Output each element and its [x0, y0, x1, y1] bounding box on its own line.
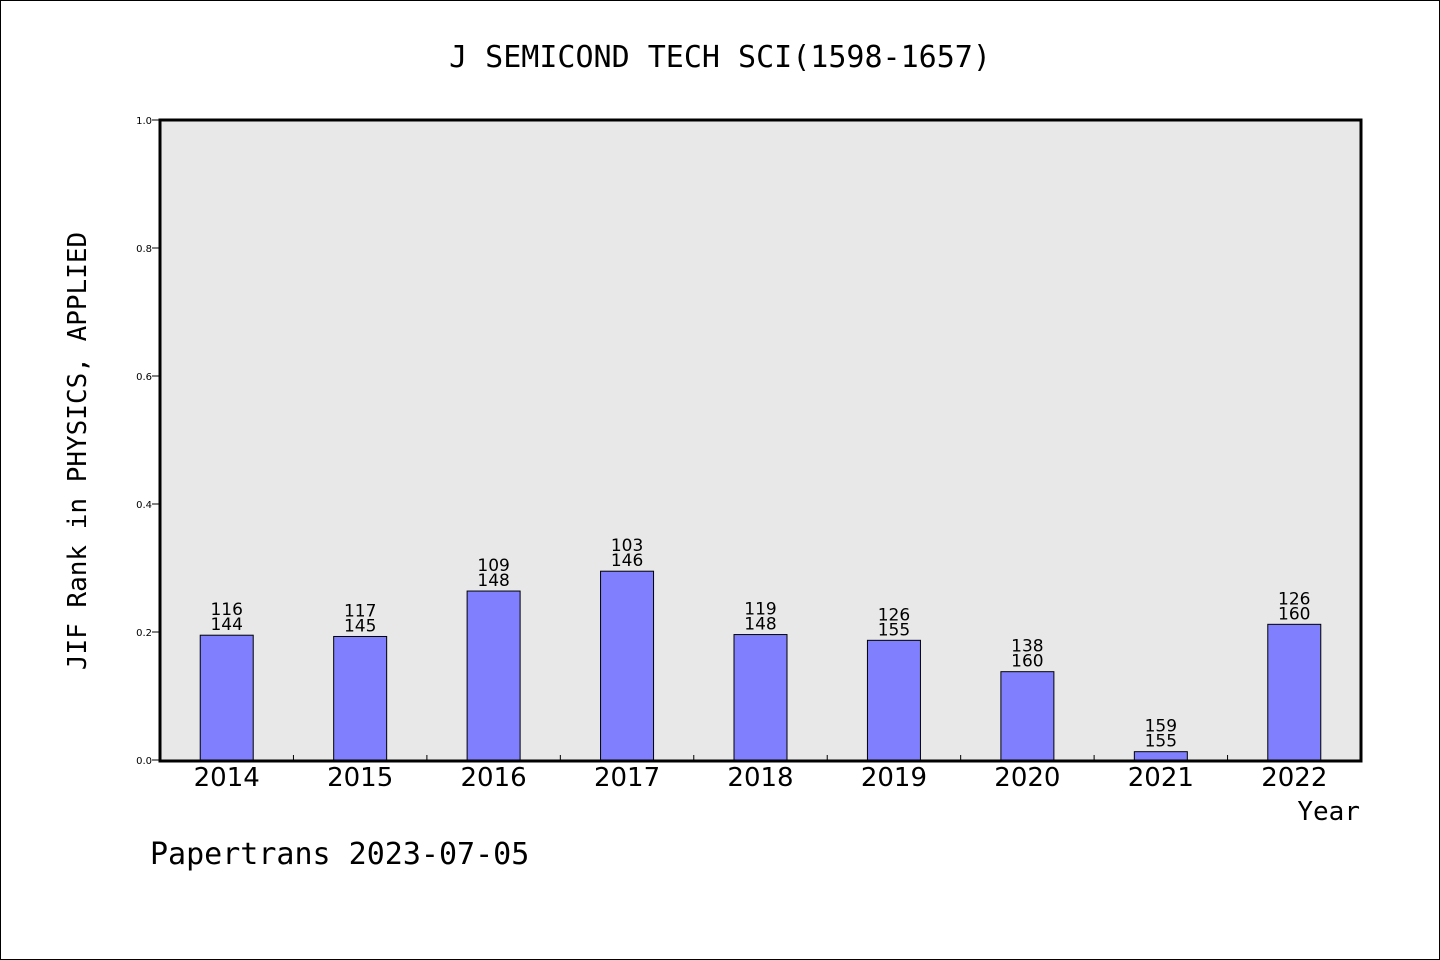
bar	[1267, 623, 1322, 761]
bar	[1000, 671, 1055, 761]
bar-total-label: 160	[1278, 604, 1310, 624]
x-tick-label: 2015	[327, 763, 393, 793]
bar	[600, 570, 655, 761]
y-tick-label: 1.0	[136, 116, 152, 127]
bar-rank-label: 119	[744, 600, 776, 620]
y-tick-label: 0.2	[136, 628, 152, 639]
bar	[1133, 751, 1188, 761]
bar-total-label: 144	[210, 615, 242, 635]
bar-rank-label: 116	[210, 600, 242, 620]
footer-text: Papertrans 2023-07-05	[150, 837, 529, 872]
y-tick-label: 0.8	[136, 244, 152, 255]
bar-total-label: 160	[1011, 652, 1043, 672]
bar-rank-label: 138	[1011, 637, 1043, 657]
bar-total-label: 145	[344, 616, 376, 636]
x-tick-label: 2019	[861, 763, 927, 793]
bar-rank-label: 126	[1278, 589, 1310, 609]
bar-rank-label: 159	[1145, 717, 1177, 737]
y-axis: 0.0 0.2 0.4 0.6 0.8 1.0	[136, 116, 160, 767]
x-tick-label: 2016	[461, 763, 527, 793]
bar-total-label: 148	[477, 571, 509, 591]
bar	[866, 639, 921, 761]
x-axis-label: Year	[1297, 797, 1360, 827]
x-tick-label: 2017	[594, 763, 660, 793]
x-tick-label: 2014	[194, 763, 260, 793]
y-tick-label: 0.4	[136, 500, 152, 511]
bar-total-label: 155	[878, 620, 910, 640]
bar-rank-label: 109	[477, 556, 509, 576]
bar	[733, 634, 788, 761]
bar	[333, 635, 388, 761]
chart-title: J SEMICOND TECH SCI(1598-1657)	[449, 40, 991, 75]
bar-total-label: 146	[611, 551, 643, 571]
x-axis: 2014 2015 2016 2017 2018 2019 2020 2021 2022	[194, 755, 1327, 793]
y-tick-label: 0.0	[136, 756, 152, 767]
x-tick-label: 2021	[1128, 763, 1194, 793]
bar-rank-label: 117	[344, 601, 376, 621]
x-tick-label: 2022	[1261, 763, 1327, 793]
x-tick-label: 2018	[727, 763, 793, 793]
y-tick-label: 0.6	[136, 372, 152, 383]
bar	[199, 634, 254, 761]
bar	[466, 590, 521, 761]
bar-total-label: 155	[1145, 732, 1177, 752]
x-tick-label: 2020	[994, 763, 1060, 793]
y-axis-label: JIF Rank in PHYSICS, APPLIED	[63, 232, 93, 670]
bar-rank-label: 126	[878, 605, 910, 625]
bar-total-label: 148	[744, 615, 776, 635]
bar-rank-label: 103	[611, 536, 643, 556]
